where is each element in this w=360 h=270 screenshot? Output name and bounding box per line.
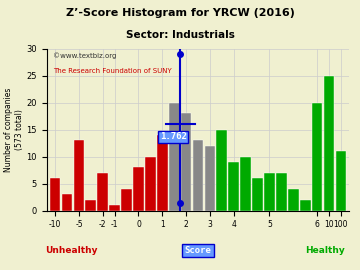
Bar xyxy=(276,173,287,211)
Bar xyxy=(216,130,227,211)
Bar xyxy=(109,205,120,211)
Bar xyxy=(133,167,144,211)
Text: 1.762: 1.762 xyxy=(160,132,187,141)
Y-axis label: Number of companies
(573 total): Number of companies (573 total) xyxy=(4,87,24,172)
Bar xyxy=(288,189,298,211)
Text: Z’-Score Histogram for YRCW (2016): Z’-Score Histogram for YRCW (2016) xyxy=(66,8,294,18)
Bar xyxy=(336,151,346,211)
Bar xyxy=(324,76,334,211)
Text: ©www.textbiz.org: ©www.textbiz.org xyxy=(53,52,116,59)
Bar xyxy=(157,135,168,211)
Bar xyxy=(181,113,192,211)
Bar xyxy=(169,103,180,211)
Bar xyxy=(228,162,239,211)
Text: Healthy: Healthy xyxy=(305,246,345,255)
Bar xyxy=(98,173,108,211)
Bar xyxy=(73,140,84,211)
Bar xyxy=(312,103,323,211)
Text: Unhealthy: Unhealthy xyxy=(45,246,97,255)
Bar xyxy=(193,140,203,211)
Bar xyxy=(145,157,156,211)
Text: The Research Foundation of SUNY: The Research Foundation of SUNY xyxy=(53,68,172,74)
Bar xyxy=(240,157,251,211)
Bar xyxy=(204,146,215,211)
Bar xyxy=(264,173,275,211)
Bar xyxy=(300,200,311,211)
Bar xyxy=(50,178,60,211)
Bar xyxy=(85,200,96,211)
Text: Sector: Industrials: Sector: Industrials xyxy=(126,30,234,40)
Text: Score: Score xyxy=(185,246,211,255)
Bar xyxy=(252,178,263,211)
Bar xyxy=(62,194,72,211)
Bar xyxy=(121,189,132,211)
